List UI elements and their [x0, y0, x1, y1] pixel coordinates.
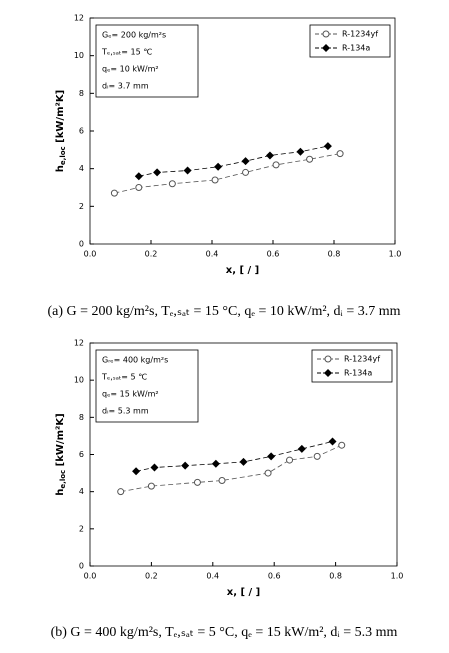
marker: [306, 155, 314, 163]
marker: [239, 457, 248, 466]
y-tick-label: 4: [79, 487, 84, 496]
x-tick-label: 1.0: [389, 250, 402, 259]
x-tick-label: 0.6: [268, 572, 281, 581]
marker: [132, 467, 141, 476]
x-tick-label: 0.0: [84, 572, 97, 581]
marker: [265, 151, 274, 160]
marker: [147, 482, 155, 490]
legend-marker: [324, 369, 332, 377]
legend-label: R-134a: [344, 369, 372, 378]
y-tick-label: 2: [79, 202, 84, 211]
y-tick-label: 6: [79, 127, 84, 136]
marker: [241, 157, 250, 166]
y-tick-label: 12: [74, 14, 84, 23]
y-label-sub: e,loc: [59, 470, 67, 489]
marker: [313, 452, 321, 460]
x-axis-label: x, [ / ]: [226, 265, 260, 276]
marker: [150, 463, 159, 472]
y-label-main: h: [55, 489, 66, 496]
marker: [297, 444, 306, 453]
x-tick-label: 0.4: [206, 572, 219, 581]
annotation: qₑ= 10 kW/m²: [102, 65, 159, 74]
annotation: Gₑ= 200 kg/m²s: [102, 31, 166, 40]
y-tick-label: 12: [74, 339, 84, 348]
marker: [135, 184, 143, 191]
x-tick-label: 0.2: [145, 250, 158, 259]
x-tick-label: 0.8: [328, 250, 341, 259]
y-tick-label: 4: [79, 164, 84, 173]
marker: [338, 441, 346, 449]
y-tick-label: 8: [79, 89, 84, 98]
annotation: dᵢ= 5.3 mm: [102, 407, 149, 416]
caption: (b) G = 400 kg/m²s, Tₑ,ₛₐₜ = 5 °C, qₑ = …: [51, 625, 398, 640]
y-label-main: h: [55, 165, 66, 172]
marker: [211, 176, 219, 184]
legend-marker: [324, 355, 332, 363]
y-axis-label: he,loc [kW/m²K]: [55, 413, 67, 495]
y-tick-label: 10: [74, 51, 84, 60]
marker: [211, 459, 220, 468]
marker: [286, 456, 294, 464]
legend-box: [309, 24, 391, 58]
annotation: Tₑ,ₛₐₜ= 5 ℃: [101, 373, 147, 382]
x-tick-label: 0.6: [267, 250, 280, 259]
annotation: qₑ= 15 kW/m²: [102, 390, 159, 399]
legend-label: R-1234yf: [344, 355, 380, 364]
annotation: dᵢ= 3.7 mm: [102, 82, 149, 91]
x-axis-label: x, [ / ]: [227, 587, 261, 598]
y-tick-label: 0: [79, 240, 84, 249]
y-tick-label: 8: [79, 413, 84, 422]
legend-marker: [322, 30, 330, 38]
y-label-unit: [kW/m²K]: [55, 90, 66, 147]
marker: [214, 162, 223, 171]
x-tick-label: 0.8: [329, 572, 342, 581]
caption: (a) G = 200 kg/m²s, Tₑ,ₛₐₜ = 15 °C, qₑ =…: [47, 304, 400, 319]
series-line: [114, 153, 341, 194]
y-tick-label: 2: [79, 524, 84, 533]
y-label-unit: [kW/m²K]: [55, 413, 66, 470]
y-tick-label: 0: [79, 562, 84, 571]
marker: [264, 469, 272, 477]
marker: [153, 168, 162, 177]
legend-marker: [322, 44, 330, 52]
marker: [134, 172, 143, 181]
y-tick-label: 6: [79, 450, 84, 459]
annotation: Tₑ,ₛₐₜ= 15 ℃: [101, 48, 152, 57]
marker: [336, 150, 344, 158]
x-tick-label: 0.2: [145, 572, 158, 581]
marker: [328, 437, 337, 446]
marker: [168, 180, 176, 188]
x-tick-label: 1.0: [391, 572, 404, 581]
legend-box: [311, 349, 393, 383]
annotation: Gᵣₑ= 400 kg/m²s: [102, 356, 168, 365]
annotation-box: [95, 24, 199, 98]
x-tick-label: 0.4: [206, 250, 219, 259]
marker: [183, 166, 192, 175]
marker: [181, 461, 190, 470]
marker: [272, 161, 280, 169]
marker: [323, 142, 332, 151]
marker: [193, 478, 201, 486]
y-axis-label: he,loc [kW/m²K]: [55, 90, 67, 172]
legend-label: R-1234yf: [342, 30, 378, 39]
series-line: [135, 441, 333, 472]
marker: [110, 189, 118, 197]
annotation-box: [95, 349, 199, 423]
marker: [242, 168, 250, 176]
marker: [117, 488, 125, 496]
x-tick-label: 0.0: [84, 250, 97, 259]
legend-label: R-134a: [342, 44, 370, 53]
y-label-sub: e,loc: [59, 146, 67, 165]
marker: [267, 452, 276, 461]
marker: [296, 147, 305, 156]
marker: [218, 477, 226, 485]
y-tick-label: 10: [74, 376, 84, 385]
